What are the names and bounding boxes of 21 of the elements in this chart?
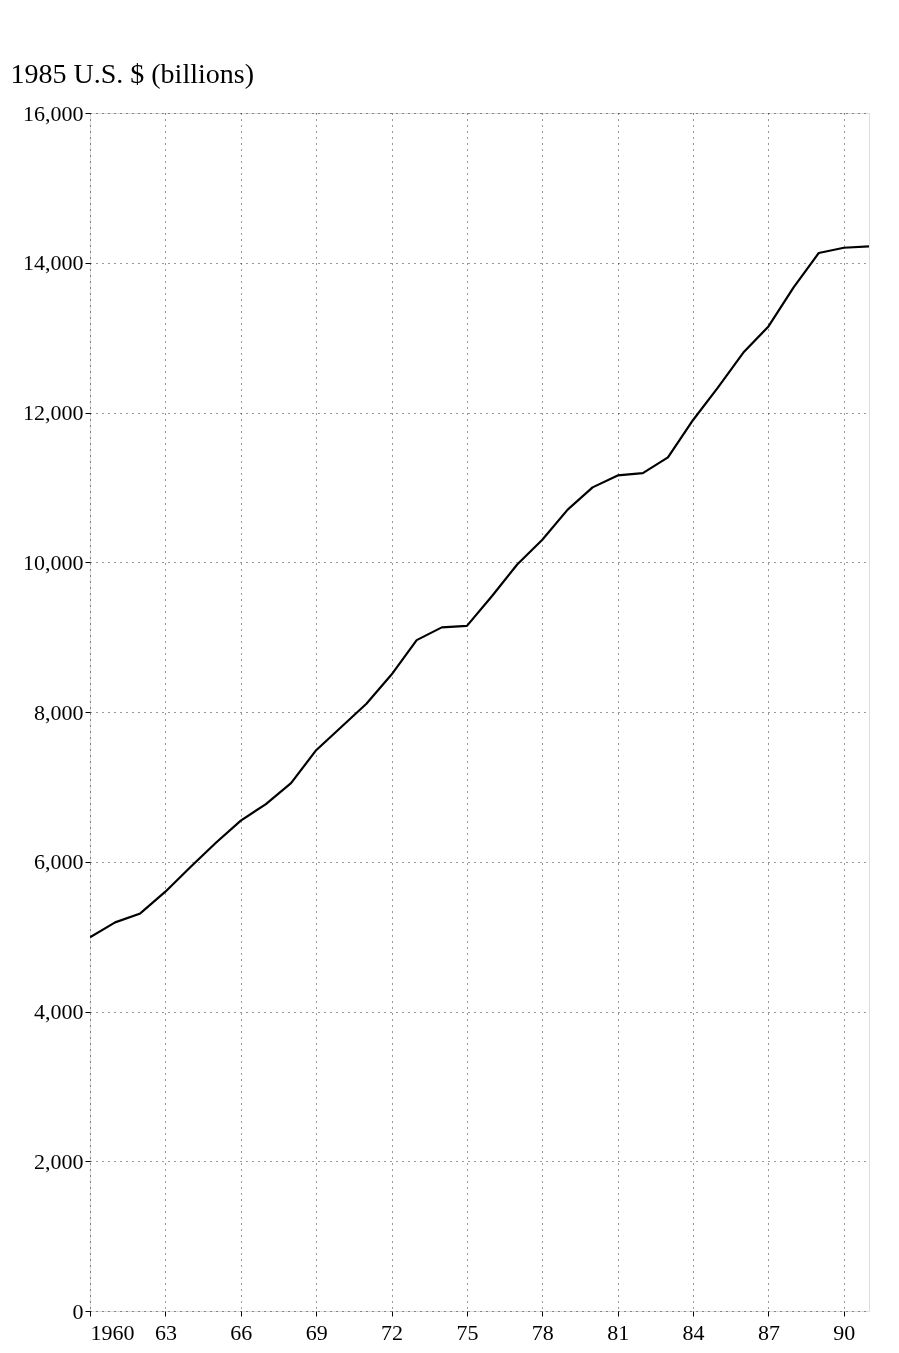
x-tick-label: 66 [230, 1319, 253, 1345]
y-tick-label: 2,000 [34, 1148, 84, 1174]
x-tick-label: 72 [381, 1319, 404, 1345]
x-tick-label: 1960 [90, 1319, 135, 1345]
x-tick-label: 81 [607, 1319, 630, 1345]
y-tick-label: 14,000 [23, 250, 84, 276]
y-tick-label: 8,000 [34, 699, 84, 725]
y-tick-label: 4,000 [34, 999, 84, 1024]
y-tick-label: 12,000 [23, 400, 84, 425]
y-tick-label: 16,000 [23, 100, 84, 126]
x-tick-label: 63 [154, 1319, 177, 1345]
x-tick-label: 75 [456, 1319, 479, 1345]
y-tick-label: 10,000 [23, 549, 84, 575]
y-tick-label: 0 [72, 1298, 84, 1324]
x-tick-label: 87 [757, 1319, 780, 1345]
y-axis-title: 1985 U.S. $ (billions) [10, 57, 254, 89]
x-tick-label: 78 [531, 1319, 554, 1345]
y-tick-label: 6,000 [34, 849, 84, 875]
x-tick-label: 84 [682, 1319, 705, 1345]
x-tick-label: 69 [305, 1319, 328, 1345]
x-tick-label: 90 [833, 1319, 856, 1345]
